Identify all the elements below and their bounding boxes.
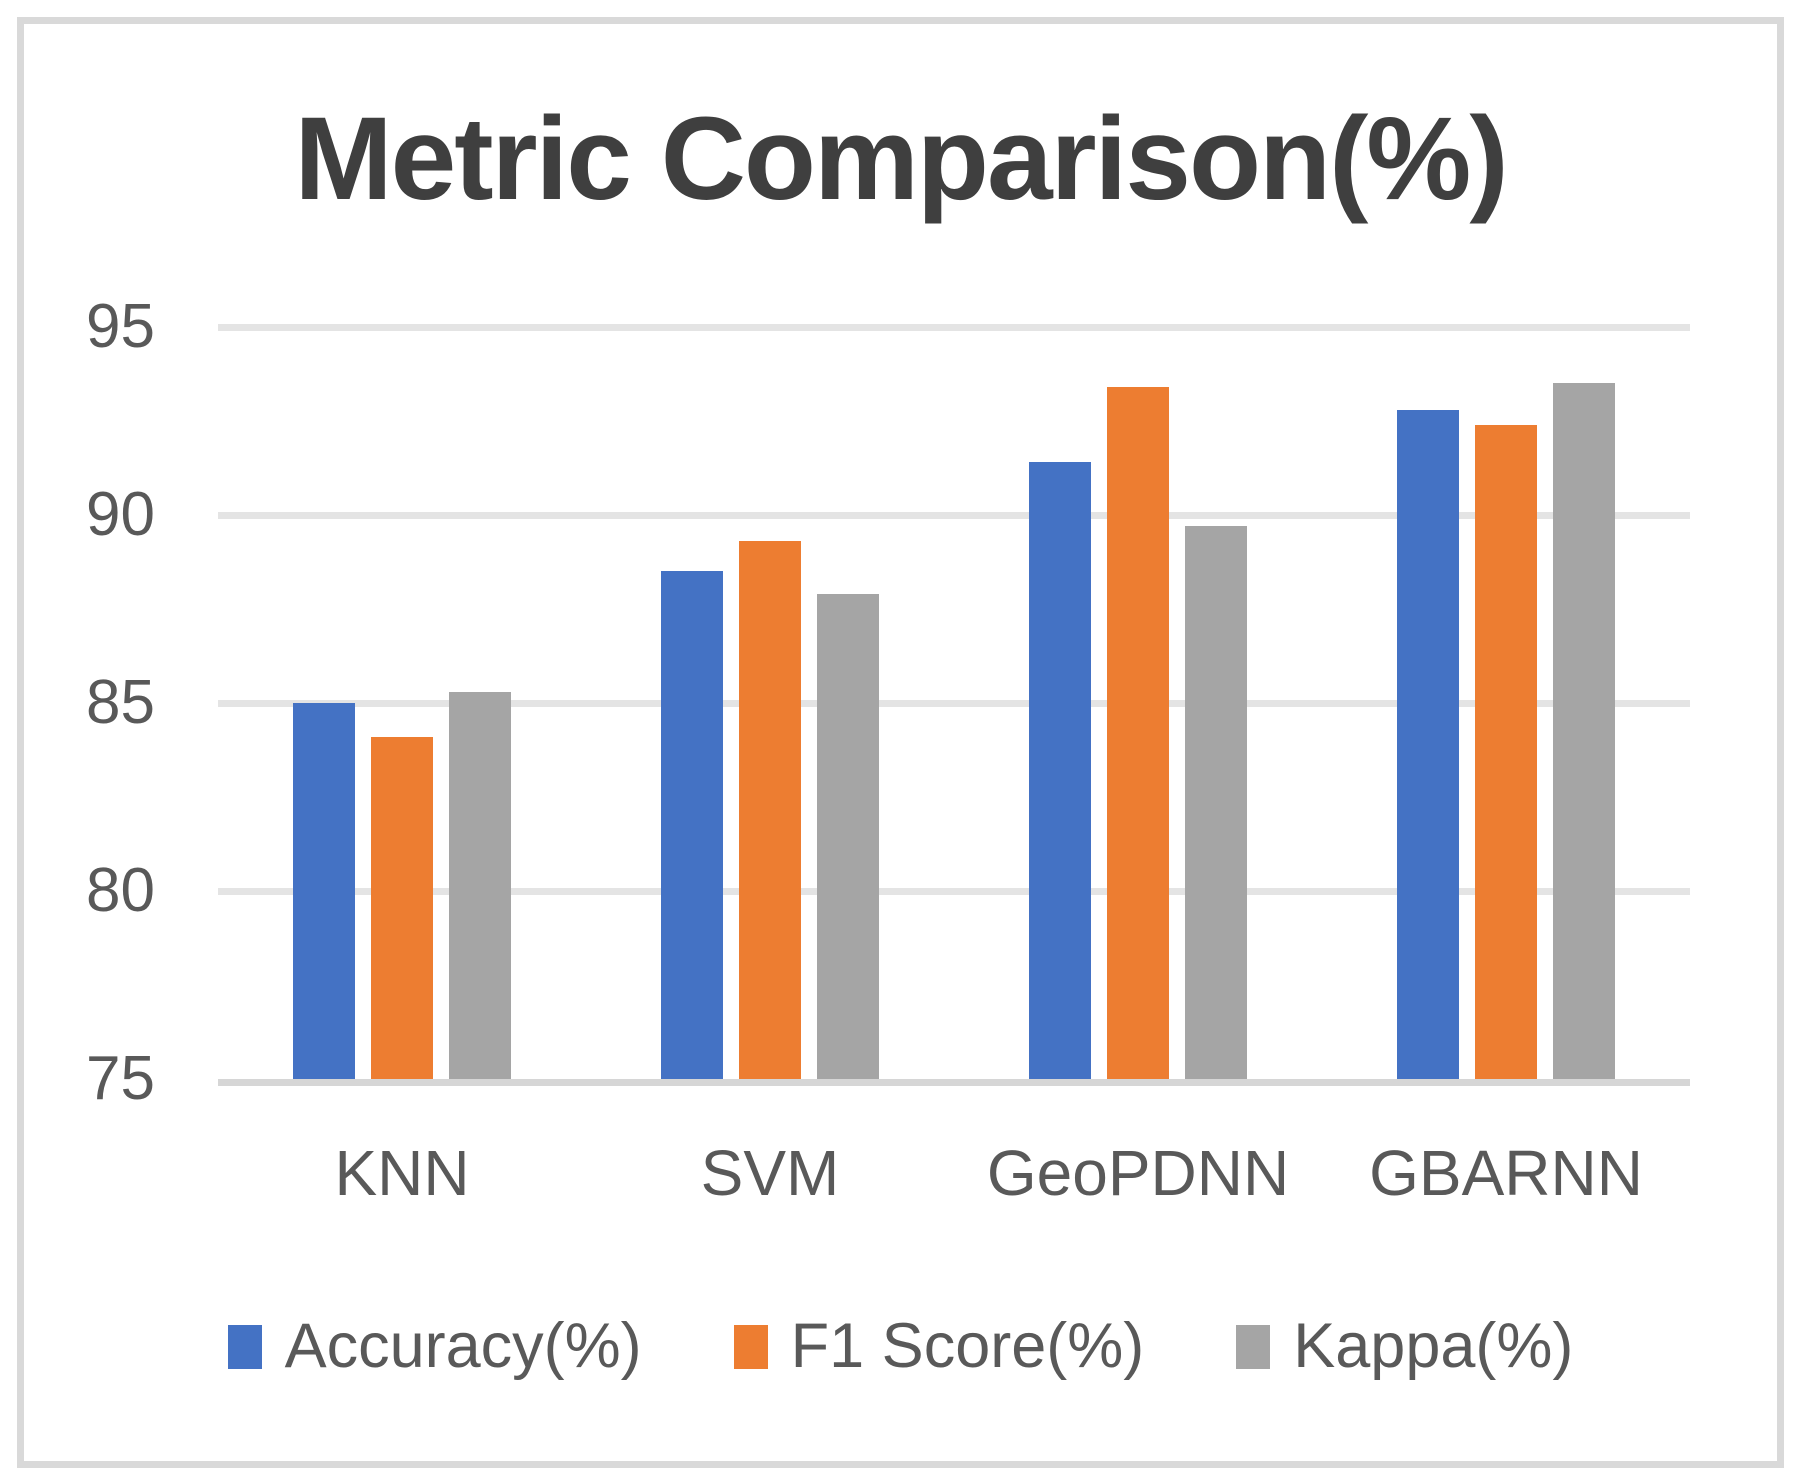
- bar-gbarnn-kappa: [1553, 383, 1615, 1079]
- y-axis-tick-label-75: 75: [86, 1044, 155, 1113]
- bar-group-geopdnn: [954, 327, 1322, 1079]
- legend-label-kappa: Kappa(%): [1293, 1311, 1574, 1381]
- bar-group-knn: [218, 327, 586, 1079]
- x-axis-category-label-svm: SVM: [700, 1137, 840, 1209]
- legend-color-swatch-accuracy: [227, 1324, 262, 1369]
- gridline-85: [218, 700, 1690, 707]
- bar-gbarnn-accuracy: [1397, 409, 1459, 1079]
- bar-svm-f1-score: [739, 541, 801, 1079]
- bar-svm-kappa: [817, 593, 879, 1079]
- legend-color-swatch-f1-score: [733, 1324, 768, 1369]
- y-axis-tick-label-90: 90: [86, 480, 155, 549]
- legend-color-swatch-kappa: [1236, 1324, 1271, 1369]
- chart-title: Metric Comparison(%): [294, 93, 1508, 225]
- bar-gbarnn-f1-score: [1475, 424, 1537, 1079]
- x-axis-category-label-knn: KNN: [334, 1137, 470, 1209]
- gridline-95: [218, 324, 1690, 331]
- legend-label-f1-score: F1 Score(%): [790, 1311, 1145, 1381]
- legend-item-kappa: Kappa(%): [1236, 1315, 1573, 1378]
- x-axis-category-label-gbarnn: GBARNN: [1369, 1137, 1643, 1209]
- plot-area: 95 90 85 80 75: [86, 296, 1690, 1110]
- gridline-75: [218, 1079, 1690, 1086]
- y-axis-tick-label-95: 95: [86, 292, 155, 361]
- y-axis-tick-label-85: 85: [86, 668, 155, 737]
- legend: Accuracy(%) F1 Score(%) Kappa(%): [0, 1315, 1801, 1378]
- legend-item-f1-score: F1 Score(%): [733, 1311, 1145, 1381]
- bar-geopdnn-kappa: [1185, 526, 1247, 1079]
- bar-svm-accuracy: [661, 571, 723, 1079]
- bar-knn-kappa: [449, 691, 511, 1079]
- legend-label-accuracy: Accuracy(%): [284, 1311, 642, 1381]
- x-axis-category-label-geopdnn: GeoPDNN: [986, 1137, 1290, 1209]
- bar-group-gbarnn: [1322, 327, 1690, 1079]
- bar-geopdnn-accuracy: [1029, 462, 1091, 1079]
- bar-group-svm: [586, 327, 954, 1079]
- bar-knn-accuracy: [293, 703, 355, 1079]
- bar-knn-f1-score: [371, 736, 433, 1079]
- bar-geopdnn-f1-score: [1107, 387, 1169, 1079]
- x-axis-labels: KNN SVM GeoPDNN GBARNN: [218, 1141, 1690, 1211]
- legend-item-accuracy: Accuracy(%): [227, 1311, 642, 1381]
- gridline-90: [218, 512, 1690, 519]
- y-axis-tick-label-80: 80: [86, 856, 155, 925]
- gridline-80: [218, 888, 1690, 895]
